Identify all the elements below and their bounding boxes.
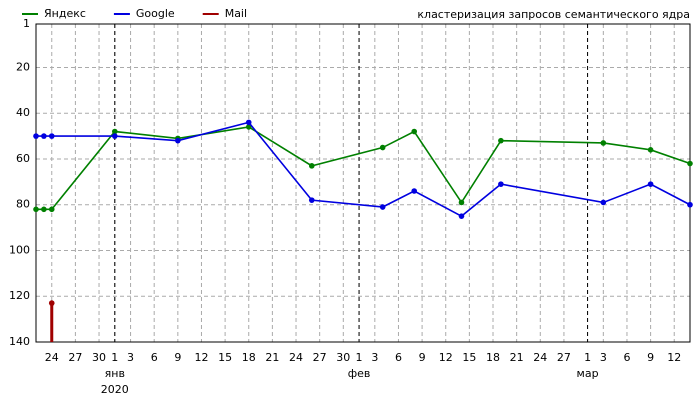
x-tick-label: 18 (242, 351, 256, 364)
data-point (41, 133, 47, 139)
month-label: мар (577, 367, 599, 380)
x-tick-label: 24 (533, 351, 547, 364)
x-tick-label: 3 (371, 351, 378, 364)
data-point (308, 163, 315, 169)
data-point (600, 140, 607, 146)
y-tick-label: 40 (16, 106, 30, 119)
x-tick-label: 27 (557, 351, 571, 364)
x-tick-label: 27 (68, 351, 82, 364)
data-point (245, 124, 252, 130)
x-tick-label: 6 (151, 351, 158, 364)
y-tick-label: 60 (16, 152, 30, 165)
x-tick-label: 15 (218, 351, 232, 364)
series-line (36, 126, 691, 211)
annotation: кластеризация запросов семантического яд… (417, 8, 690, 21)
x-tick-label: 9 (419, 351, 426, 364)
x-tick-label: 1 (356, 351, 363, 364)
data-point (687, 201, 693, 208)
x-tick-label: 1 (111, 351, 118, 364)
data-point (48, 133, 55, 139)
year-label: 2020 (101, 383, 129, 396)
data-point (308, 197, 315, 203)
data-point (379, 204, 386, 210)
data-point (458, 199, 465, 206)
data-point (175, 137, 181, 144)
data-point (48, 206, 55, 213)
y-tick-label: 80 (16, 198, 30, 211)
data-point (647, 181, 654, 187)
x-tick-label: 12 (439, 351, 453, 364)
data-point (411, 188, 418, 194)
data-point (600, 199, 607, 206)
series-line (36, 121, 691, 218)
x-tick-label: 21 (265, 351, 279, 364)
legend-label: Яндекс (44, 7, 86, 20)
data-point (458, 213, 465, 219)
data-point (379, 144, 386, 151)
plot-border (35, 23, 691, 343)
data-point (41, 206, 47, 213)
y-tick-label: 140 (9, 335, 30, 348)
legend-label: Mail (225, 7, 247, 20)
data-point (647, 147, 654, 153)
y-tick-label: 100 (9, 243, 30, 256)
x-tick-label: 30 (336, 351, 350, 364)
data-point (245, 119, 252, 126)
data-point (33, 133, 39, 139)
x-tick-label: 30 (92, 351, 106, 364)
y-tick-label: 1 (23, 17, 30, 30)
x-tick-label: 3 (127, 351, 134, 364)
x-tick-label: 9 (174, 351, 181, 364)
data-point (411, 128, 418, 135)
data-point (48, 300, 55, 306)
data-point (111, 133, 118, 139)
x-tick-label: 12 (667, 351, 681, 364)
data-point (687, 160, 693, 167)
x-tick-label: 1 (584, 351, 591, 364)
data-point (498, 137, 504, 144)
x-tick-label: 15 (462, 351, 476, 364)
legend-label: Google (136, 7, 175, 20)
x-tick-label: 21 (510, 351, 524, 364)
month-label: фев (348, 367, 371, 380)
x-tick-label: 18 (486, 351, 500, 364)
x-tick-label: 12 (194, 351, 208, 364)
x-tick-label: 27 (313, 351, 327, 364)
x-tick-label: 3 (600, 351, 607, 364)
data-point (33, 206, 39, 213)
x-tick-label: 6 (623, 351, 630, 364)
data-point (111, 128, 118, 135)
y-tick-label: 120 (9, 289, 30, 302)
x-tick-label: 6 (395, 351, 402, 364)
month-label: янв (105, 367, 125, 380)
x-tick-label: 24 (45, 351, 59, 364)
x-tick-label: 9 (647, 351, 654, 364)
y-tick-label: 20 (16, 60, 30, 73)
data-point (498, 181, 504, 187)
x-tick-label: 24 (289, 351, 303, 364)
